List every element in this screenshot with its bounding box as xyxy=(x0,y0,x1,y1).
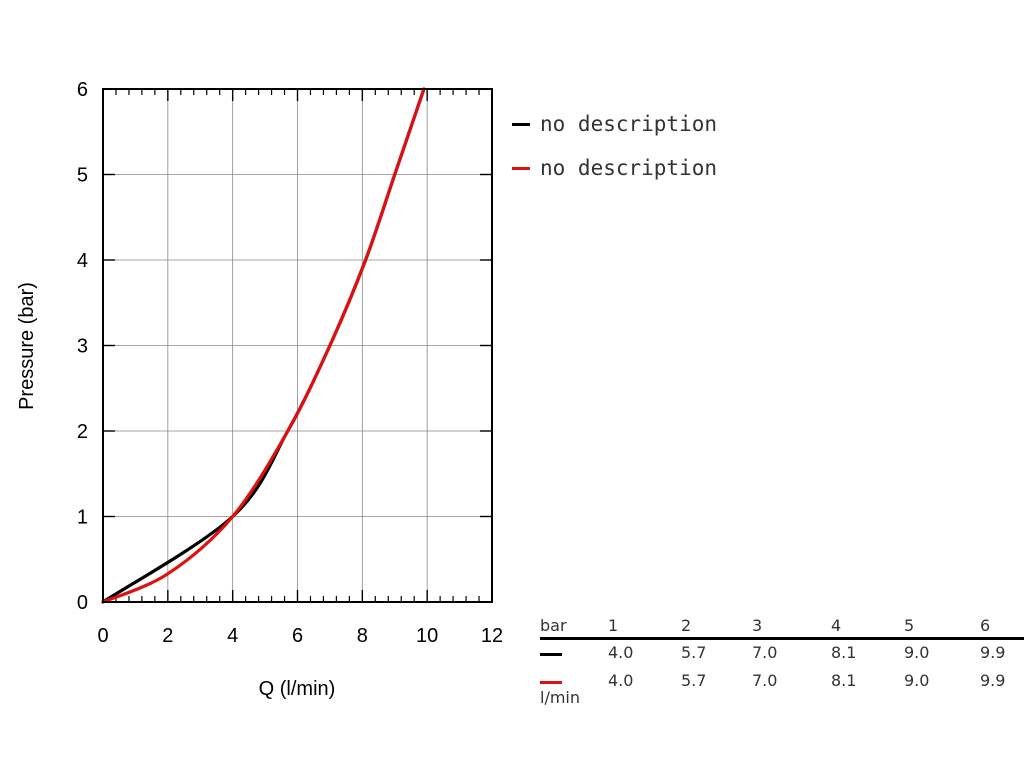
legend-item-black: no description xyxy=(512,102,717,146)
x-tick-label: 12 xyxy=(481,625,503,647)
table-col-header: 4 xyxy=(831,616,842,635)
table-unit-label: l/min xyxy=(540,688,581,707)
table-row-header: bar xyxy=(540,616,567,635)
legend-swatch-red xyxy=(512,166,530,170)
x-tick-label: 4 xyxy=(227,625,238,647)
x-tick-label: 6 xyxy=(292,625,303,647)
table-cell: 4.0 xyxy=(608,643,634,662)
series-line-red xyxy=(101,87,426,604)
table-row: 4.0 5.7 7.0 8.1 9.0 9.9 xyxy=(540,668,1024,696)
table-cell: 9.0 xyxy=(904,643,930,662)
table-cell: 5.7 xyxy=(681,643,707,662)
y-tick-label: 3 xyxy=(77,336,88,358)
table-cell: 8.1 xyxy=(831,671,857,690)
y-tick-label: 0 xyxy=(77,592,88,614)
y-tick-label: 1 xyxy=(77,507,88,529)
y-axis-label: Pressure (bar) xyxy=(16,282,38,410)
y-tick-label: 2 xyxy=(77,421,88,443)
table-cell: 9.0 xyxy=(904,671,930,690)
legend-swatch-black xyxy=(512,122,530,126)
x-tick-label: 10 xyxy=(416,625,438,647)
table-row-swatch xyxy=(540,653,562,656)
plot-frame xyxy=(102,88,493,603)
table-cell: 8.1 xyxy=(831,643,857,662)
legend-label: no description xyxy=(540,112,718,136)
table-col-header: 2 xyxy=(681,616,692,635)
y-tick-label: 4 xyxy=(77,250,88,272)
table-row: 4.0 5.7 7.0 8.1 9.0 9.9 xyxy=(540,640,1024,668)
table-col-header: 5 xyxy=(904,616,915,635)
x-tick-label: 2 xyxy=(162,625,173,647)
chart-series xyxy=(101,87,426,604)
legend-item-red: no description xyxy=(512,146,717,190)
table-col-header: 6 xyxy=(980,616,991,635)
table-col-header: 1 xyxy=(608,616,619,635)
y-tick-label: 5 xyxy=(77,165,88,187)
x-tick-label: 8 xyxy=(357,625,368,647)
table-cell: 9.9 xyxy=(980,643,1006,662)
y-tick-label: 6 xyxy=(77,79,88,101)
table-cell: 7.0 xyxy=(752,643,778,662)
table-col-header: 3 xyxy=(752,616,763,635)
x-tick-label: 0 xyxy=(97,625,108,647)
legend-label: no description xyxy=(540,156,718,180)
table-cell: 4.0 xyxy=(608,671,634,690)
x-axis-label: Q (l/min) xyxy=(259,678,336,700)
table-header: bar 1 2 3 4 5 6 xyxy=(540,615,1024,640)
table-cell: 9.9 xyxy=(980,671,1006,690)
chart-grid xyxy=(103,89,492,602)
table-cell: 5.7 xyxy=(681,671,707,690)
chart-legend: no description no description xyxy=(512,102,717,190)
table-row-swatch xyxy=(540,681,562,684)
value-table: bar 1 2 3 4 5 6 4.0 5.7 7.0 8.1 9.0 9.9 … xyxy=(540,615,1024,696)
table-cell: 7.0 xyxy=(752,671,778,690)
